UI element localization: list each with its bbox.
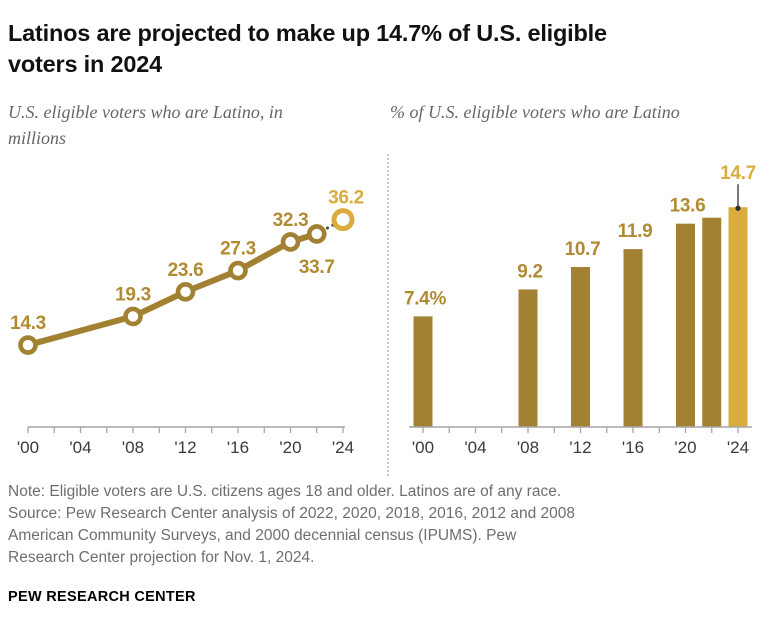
x-axis-tick-label: '24 (332, 438, 354, 457)
data-point-label: 19.3 (115, 284, 151, 305)
note-text: Note: Eligible voters are U.S. citizens … (8, 483, 562, 500)
bar-value-label: 13.6 (670, 196, 706, 217)
panel-divider (387, 154, 389, 476)
data-point-label: 33.7 (299, 257, 335, 278)
data-point (306, 224, 327, 244)
x-axis-tick-label: '24 (727, 438, 749, 457)
data-point-projected (331, 208, 355, 232)
bar (518, 289, 538, 427)
charts-row: 14.3 19.3 23.6 27.3 32.3 33.7 36.2 '00 '04 '08 '12… (0, 148, 780, 480)
subtitle-row: U.S. eligible voters who are Latino, in … (8, 100, 780, 151)
x-axis-tick-label: '00 (412, 438, 434, 457)
bar-value-label-projected: 14.7 (720, 163, 756, 184)
bar-value-label: 9.2 (517, 261, 543, 282)
data-point (18, 335, 38, 355)
x-axis-tick-label: '20 (674, 438, 696, 457)
data-point (228, 260, 248, 281)
bar-chart: 7.4% 9.2 10.7 11.9 13.6 14.7 '00 '04 '08 '12 '16 '2… (404, 163, 756, 457)
bar (413, 316, 433, 427)
data-point-label: 36.2 (328, 188, 364, 209)
line-chart: 14.3 19.3 23.6 27.3 32.3 33.7 36.2 '00 '04 '08 '12… (10, 188, 364, 457)
x-axis-tick-label: '00 (17, 438, 39, 457)
bar (676, 223, 695, 427)
data-point (280, 232, 301, 252)
x-axis-tick-label: '12 (174, 438, 196, 457)
source-text: Source: Pew Research Center analysis of … (8, 505, 576, 566)
data-point-label: 32.3 (273, 210, 309, 231)
data-point-label: 14.3 (10, 313, 46, 334)
bar (702, 217, 722, 427)
x-axis-tick-label: '08 (517, 438, 539, 457)
x-axis-tick-label: '16 (622, 438, 644, 457)
line-series (25, 230, 320, 349)
x-axis-tick-label: '08 (122, 438, 144, 457)
leader-dot (735, 205, 741, 211)
bar-value-label: 11.9 (618, 221, 653, 242)
x-axis-tick-label: '12 (569, 438, 591, 457)
page-title: Latinos are projected to make up 14.7% o… (8, 20, 607, 78)
bar-chart-subtitle: % of U.S. eligible voters who are Latino (390, 102, 680, 122)
bar (571, 267, 590, 427)
x-axis-tick-label: '20 (279, 438, 301, 457)
data-point-label: 27.3 (220, 239, 256, 260)
data-point-label: 23.6 (168, 260, 204, 281)
x-axis-tick-label: '16 (227, 438, 249, 457)
data-point (175, 281, 196, 302)
footnotes: Note: Eligible voters are U.S. citizens … (8, 481, 583, 569)
bar (623, 249, 643, 427)
x-axis-tick-label: '04 (464, 438, 486, 457)
data-point (123, 306, 143, 327)
line-chart-subtitle: U.S. eligible voters who are Latino, in … (8, 102, 283, 148)
bar-value-label: 10.7 (565, 239, 601, 260)
brand-footer: PEW RESEARCH CENTER (8, 589, 196, 605)
x-axis-tick-label: '04 (69, 438, 91, 457)
bar-projected (728, 207, 748, 427)
bar-value-label: 7.4% (404, 288, 447, 309)
